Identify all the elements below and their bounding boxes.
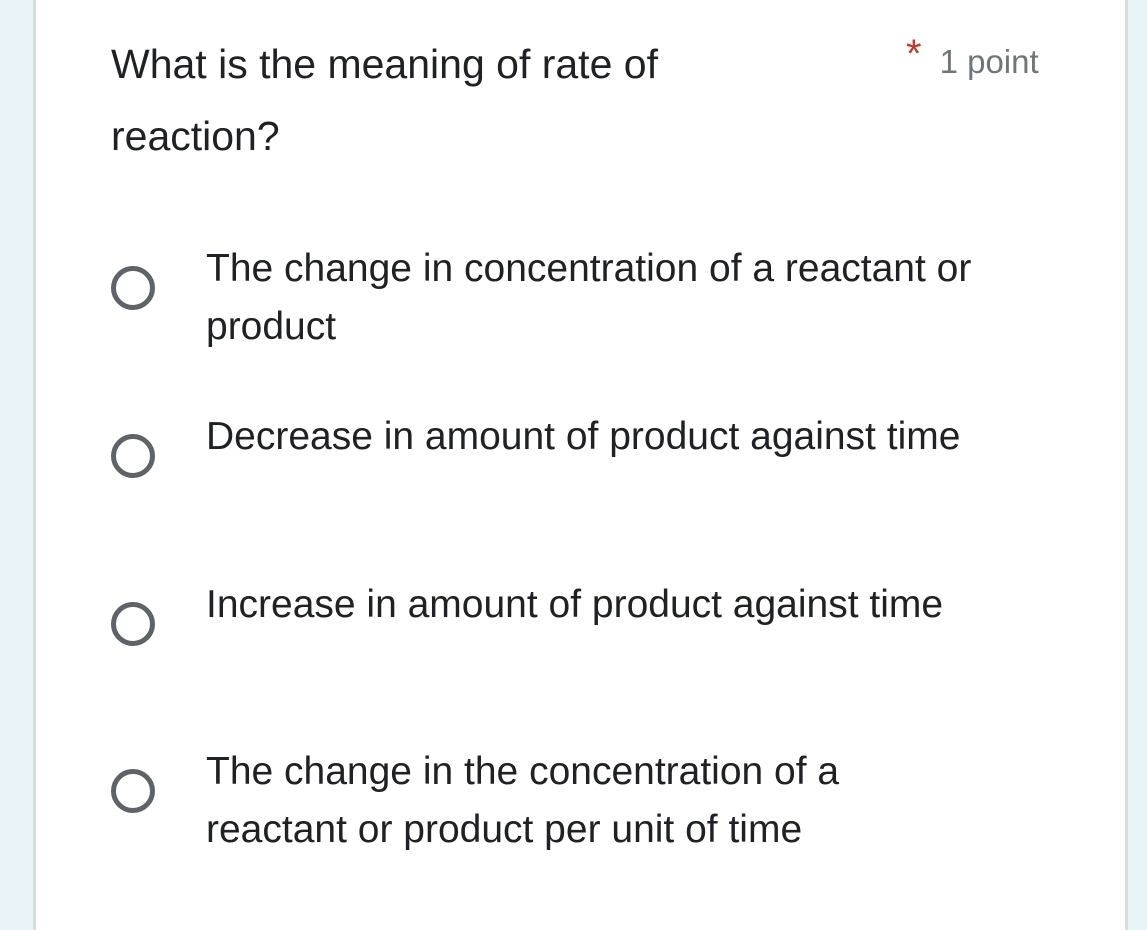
option-label: Increase in amount of product against ti… — [206, 583, 944, 626]
points-label: * 1 point — [906, 32, 1039, 83]
points-value: 1 point — [939, 43, 1039, 80]
required-asterisk: * — [906, 32, 922, 76]
radio-button[interactable] — [111, 434, 155, 478]
option-2[interactable]: Decrease in amount of product against ti… — [106, 408, 1086, 528]
question-card: What is the meaning of rate of reaction?… — [33, 0, 1128, 930]
radio-button[interactable] — [111, 769, 155, 813]
radio-button[interactable] — [111, 266, 155, 310]
option-4[interactable]: The change in the concentration of a rea… — [106, 743, 1086, 863]
radio-button[interactable] — [111, 602, 155, 646]
option-label: The change in the concentration of a rea… — [206, 750, 840, 851]
option-label: The change in concentration of a reactan… — [206, 247, 972, 348]
option-1[interactable]: The change in concentration of a reactan… — [106, 240, 1086, 360]
question-title: What is the meaning of rate of reaction? — [111, 41, 658, 159]
option-label: Decrease in amount of product against ti… — [206, 415, 961, 458]
option-3[interactable]: Increase in amount of product against ti… — [106, 576, 1086, 696]
